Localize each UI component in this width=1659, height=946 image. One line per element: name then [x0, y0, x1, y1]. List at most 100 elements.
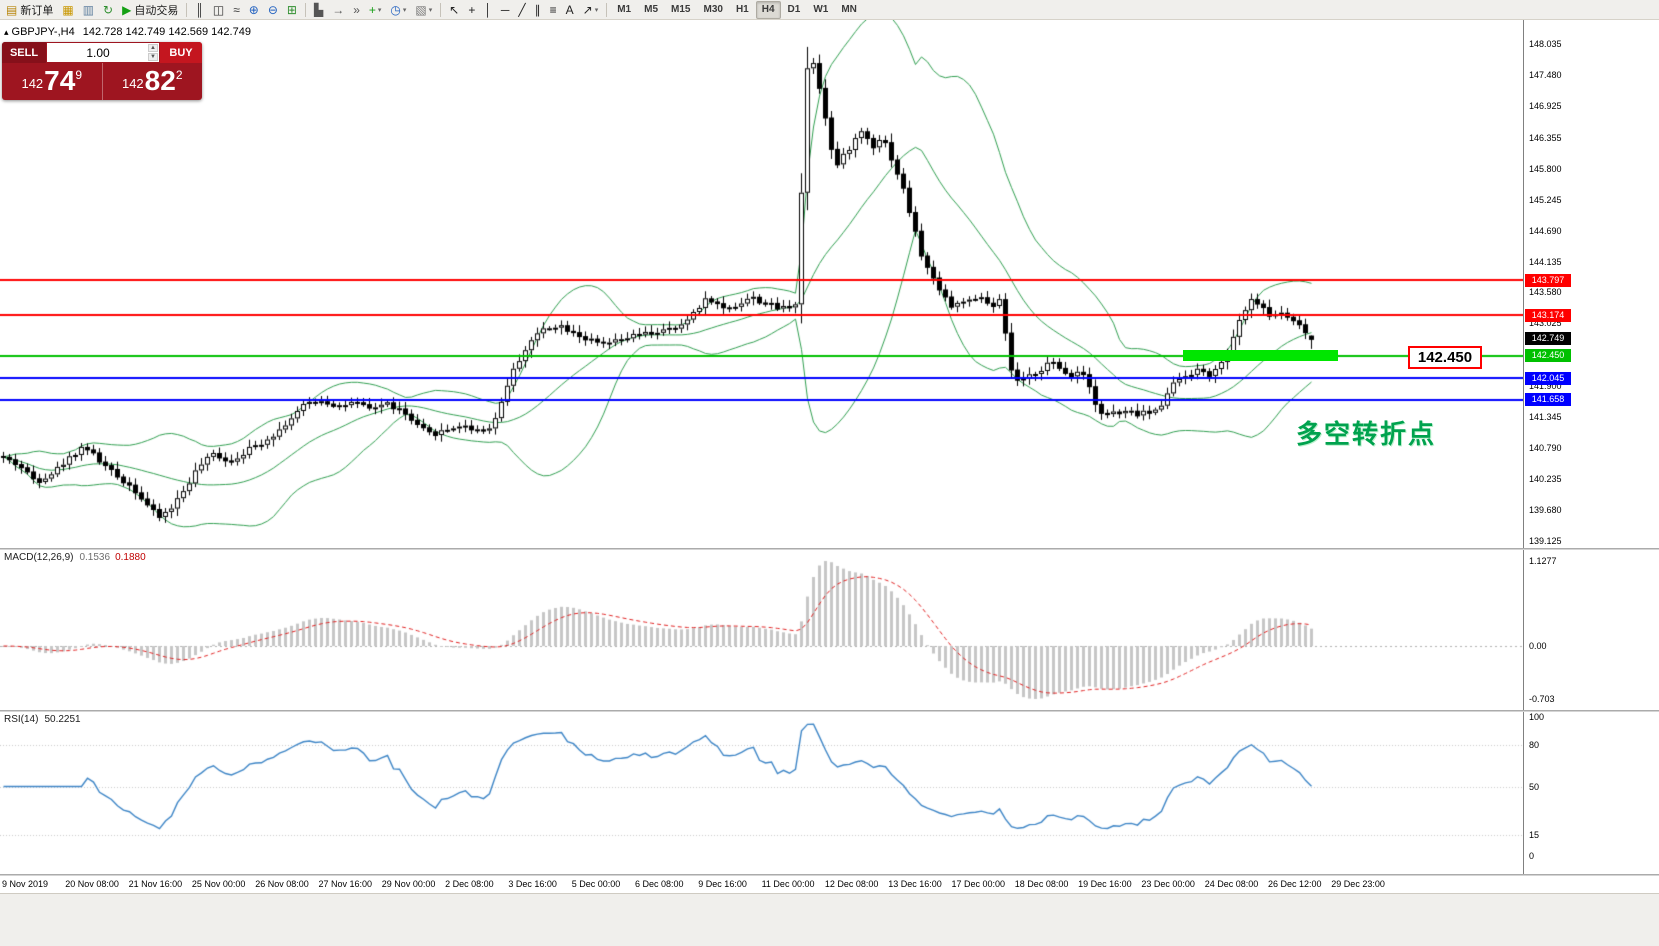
cursor-button[interactable]: ↖: [445, 1, 463, 19]
chart-annotation-text[interactable]: 多空转折点: [1296, 419, 1437, 449]
macd-canvas[interactable]: [0, 550, 1523, 709]
add-indicator-icon: +: [368, 2, 376, 17]
chart-expand-icon[interactable]: ▴: [4, 27, 9, 37]
horizontal-line-button[interactable]: ─: [497, 1, 514, 19]
templates-button[interactable]: ▧ ▾: [411, 1, 436, 19]
price-axis[interactable]: 148.035 147.480 146.925 146.355 145.800 145.2…: [1523, 20, 1659, 876]
time-axis-label: 25 Nov 00:00: [191, 879, 246, 889]
timeframe-h4[interactable]: H4: [755, 0, 781, 19]
time-axis-label: 24 Dec 08:00: [1204, 879, 1259, 889]
axis-tick: 140.790: [1529, 443, 1562, 454]
macd-value-signal: 0.1880: [115, 552, 146, 563]
one-click-trade-panel: SELL ▲ ▼ BUY 142 74 9 142 82 2: [2, 42, 202, 100]
template-icon: ▧: [415, 2, 427, 17]
time-axis-label: 5 Dec 00:00: [571, 879, 621, 889]
shift-chart-icon: →: [332, 2, 345, 17]
shift-chart-button[interactable]: →: [328, 1, 348, 19]
panel-divider[interactable]: [0, 548, 1659, 550]
axis-tick: 144.135: [1529, 256, 1562, 267]
hline-icon: ─: [500, 2, 510, 17]
price-chart-canvas[interactable]: [0, 20, 1523, 548]
sell-button[interactable]: SELL: [2, 42, 46, 63]
axis-tick: 1.1277: [1529, 555, 1557, 566]
zoom-in-button[interactable]: ⊕: [245, 1, 263, 19]
zoom-out-button[interactable]: ⊖: [264, 1, 282, 19]
support-line-green-flag: 142.450: [1525, 349, 1571, 362]
arrange-icon: ▙: [313, 2, 324, 17]
trendline-button[interactable]: ╱: [514, 1, 529, 19]
toolbar-separator: [304, 2, 306, 17]
timeframe-m5[interactable]: M5: [644, 4, 659, 15]
bar-chart-mode-button[interactable]: ║: [191, 1, 208, 19]
tile-windows-button[interactable]: ⊞: [283, 1, 301, 19]
arrows-icon: ↗: [582, 2, 593, 17]
buy-price-big: 82: [144, 65, 176, 96]
time-axis-label: 9 Nov 2019: [2, 879, 49, 889]
text-button[interactable]: A: [562, 1, 578, 19]
axis-tick: 146.925: [1529, 100, 1562, 111]
timeframe-d1[interactable]: D1: [787, 4, 801, 15]
price-level-callout[interactable]: 142.450: [1408, 346, 1482, 369]
timeframe-m1[interactable]: M1: [617, 4, 632, 15]
timeframe-mn[interactable]: MN: [841, 4, 857, 15]
timeframe-h1[interactable]: H1: [735, 4, 749, 15]
support-zone-highlight[interactable]: [1183, 350, 1338, 361]
tile-windows-icon: ⊞: [286, 2, 297, 17]
sell-price-big: 74: [44, 65, 76, 96]
trendline-icon: ╱: [518, 2, 526, 17]
axis-tick: 50: [1529, 781, 1540, 792]
vertical-line-button[interactable]: │: [480, 1, 496, 19]
candle-chart-mode-button[interactable]: ◫: [209, 1, 228, 19]
macd-value-main: 0.1536: [79, 552, 111, 563]
resistance-line-1-flag: 143.797: [1525, 274, 1571, 287]
vline-icon: │: [484, 2, 492, 17]
axis-tick: 100: [1529, 712, 1545, 722]
time-axis-label: 2 Dec 08:00: [445, 879, 494, 889]
refresh-button[interactable]: ↻: [99, 1, 117, 19]
axis-tick: 143.580: [1529, 287, 1562, 298]
auto-trading-button[interactable]: ▶ 自动交易: [118, 1, 182, 19]
charts-button[interactable]: ▦: [58, 1, 77, 19]
support-line-blue-2-flag: 141.658: [1525, 393, 1571, 406]
axis-tick: 143.025: [1529, 318, 1562, 329]
axis-tick: 139.125: [1529, 535, 1562, 546]
sell-price[interactable]: 142 74 9: [2, 63, 103, 100]
axis-tick: 141.345: [1529, 412, 1562, 423]
timeframe-m15[interactable]: M15: [671, 4, 691, 15]
volume-input[interactable]: [47, 43, 159, 62]
buy-price-prefix: 142: [121, 76, 144, 91]
buy-price[interactable]: 142 82 2: [103, 63, 203, 100]
dropdown-arrow-icon: ▾: [402, 6, 407, 14]
crosshair-icon: +: [468, 2, 476, 17]
line-chart-mode-button[interactable]: ≈: [229, 1, 244, 19]
panel-divider[interactable]: [0, 710, 1659, 712]
print-button[interactable]: ▥: [79, 1, 98, 19]
timeframe-w1[interactable]: W1: [813, 4, 829, 15]
time-axis-label: 12 Dec 08:00: [824, 879, 879, 889]
volume-up-icon[interactable]: ▲: [148, 44, 158, 52]
auto-scroll-button[interactable]: »: [349, 1, 364, 19]
crosshair-button[interactable]: +: [464, 1, 479, 19]
panel-divider[interactable]: [0, 874, 1659, 876]
arrows-button[interactable]: ↗ ▾: [579, 1, 603, 19]
zoom-in-icon: ⊕: [248, 2, 259, 17]
rsi-canvas[interactable]: [0, 712, 1523, 873]
indicators-button[interactable]: + ▾: [365, 1, 386, 19]
buy-button[interactable]: BUY: [160, 42, 202, 63]
new-order-button[interactable]: ▤ 新订单: [2, 1, 57, 19]
time-axis-label: 19 Dec 16:00: [1078, 879, 1132, 889]
volume-down-icon[interactable]: ▼: [148, 53, 158, 61]
arrange-button[interactable]: ▙: [310, 1, 327, 19]
dropdown-arrow-icon: ▾: [377, 6, 382, 14]
bars-icon: ║: [195, 2, 204, 17]
time-axis[interactable]: 9 Nov 2019 20 Nov 08:00 21 Nov 16:00 25 Nov…: [0, 876, 1659, 893]
fibonacci-button[interactable]: ≡: [546, 1, 561, 19]
timeframe-m30[interactable]: M30: [703, 4, 723, 15]
time-axis-label: 17 Dec 00:00: [951, 879, 1006, 889]
channel-button[interactable]: ∥: [531, 1, 545, 19]
zoom-out-icon: ⊖: [267, 2, 278, 17]
axis-tick: 15: [1529, 830, 1540, 841]
toolbar-separator: [186, 2, 188, 17]
time-axis-label: 18 Dec 08:00: [1014, 879, 1069, 889]
periods-button[interactable]: ◷ ▾: [386, 1, 410, 19]
